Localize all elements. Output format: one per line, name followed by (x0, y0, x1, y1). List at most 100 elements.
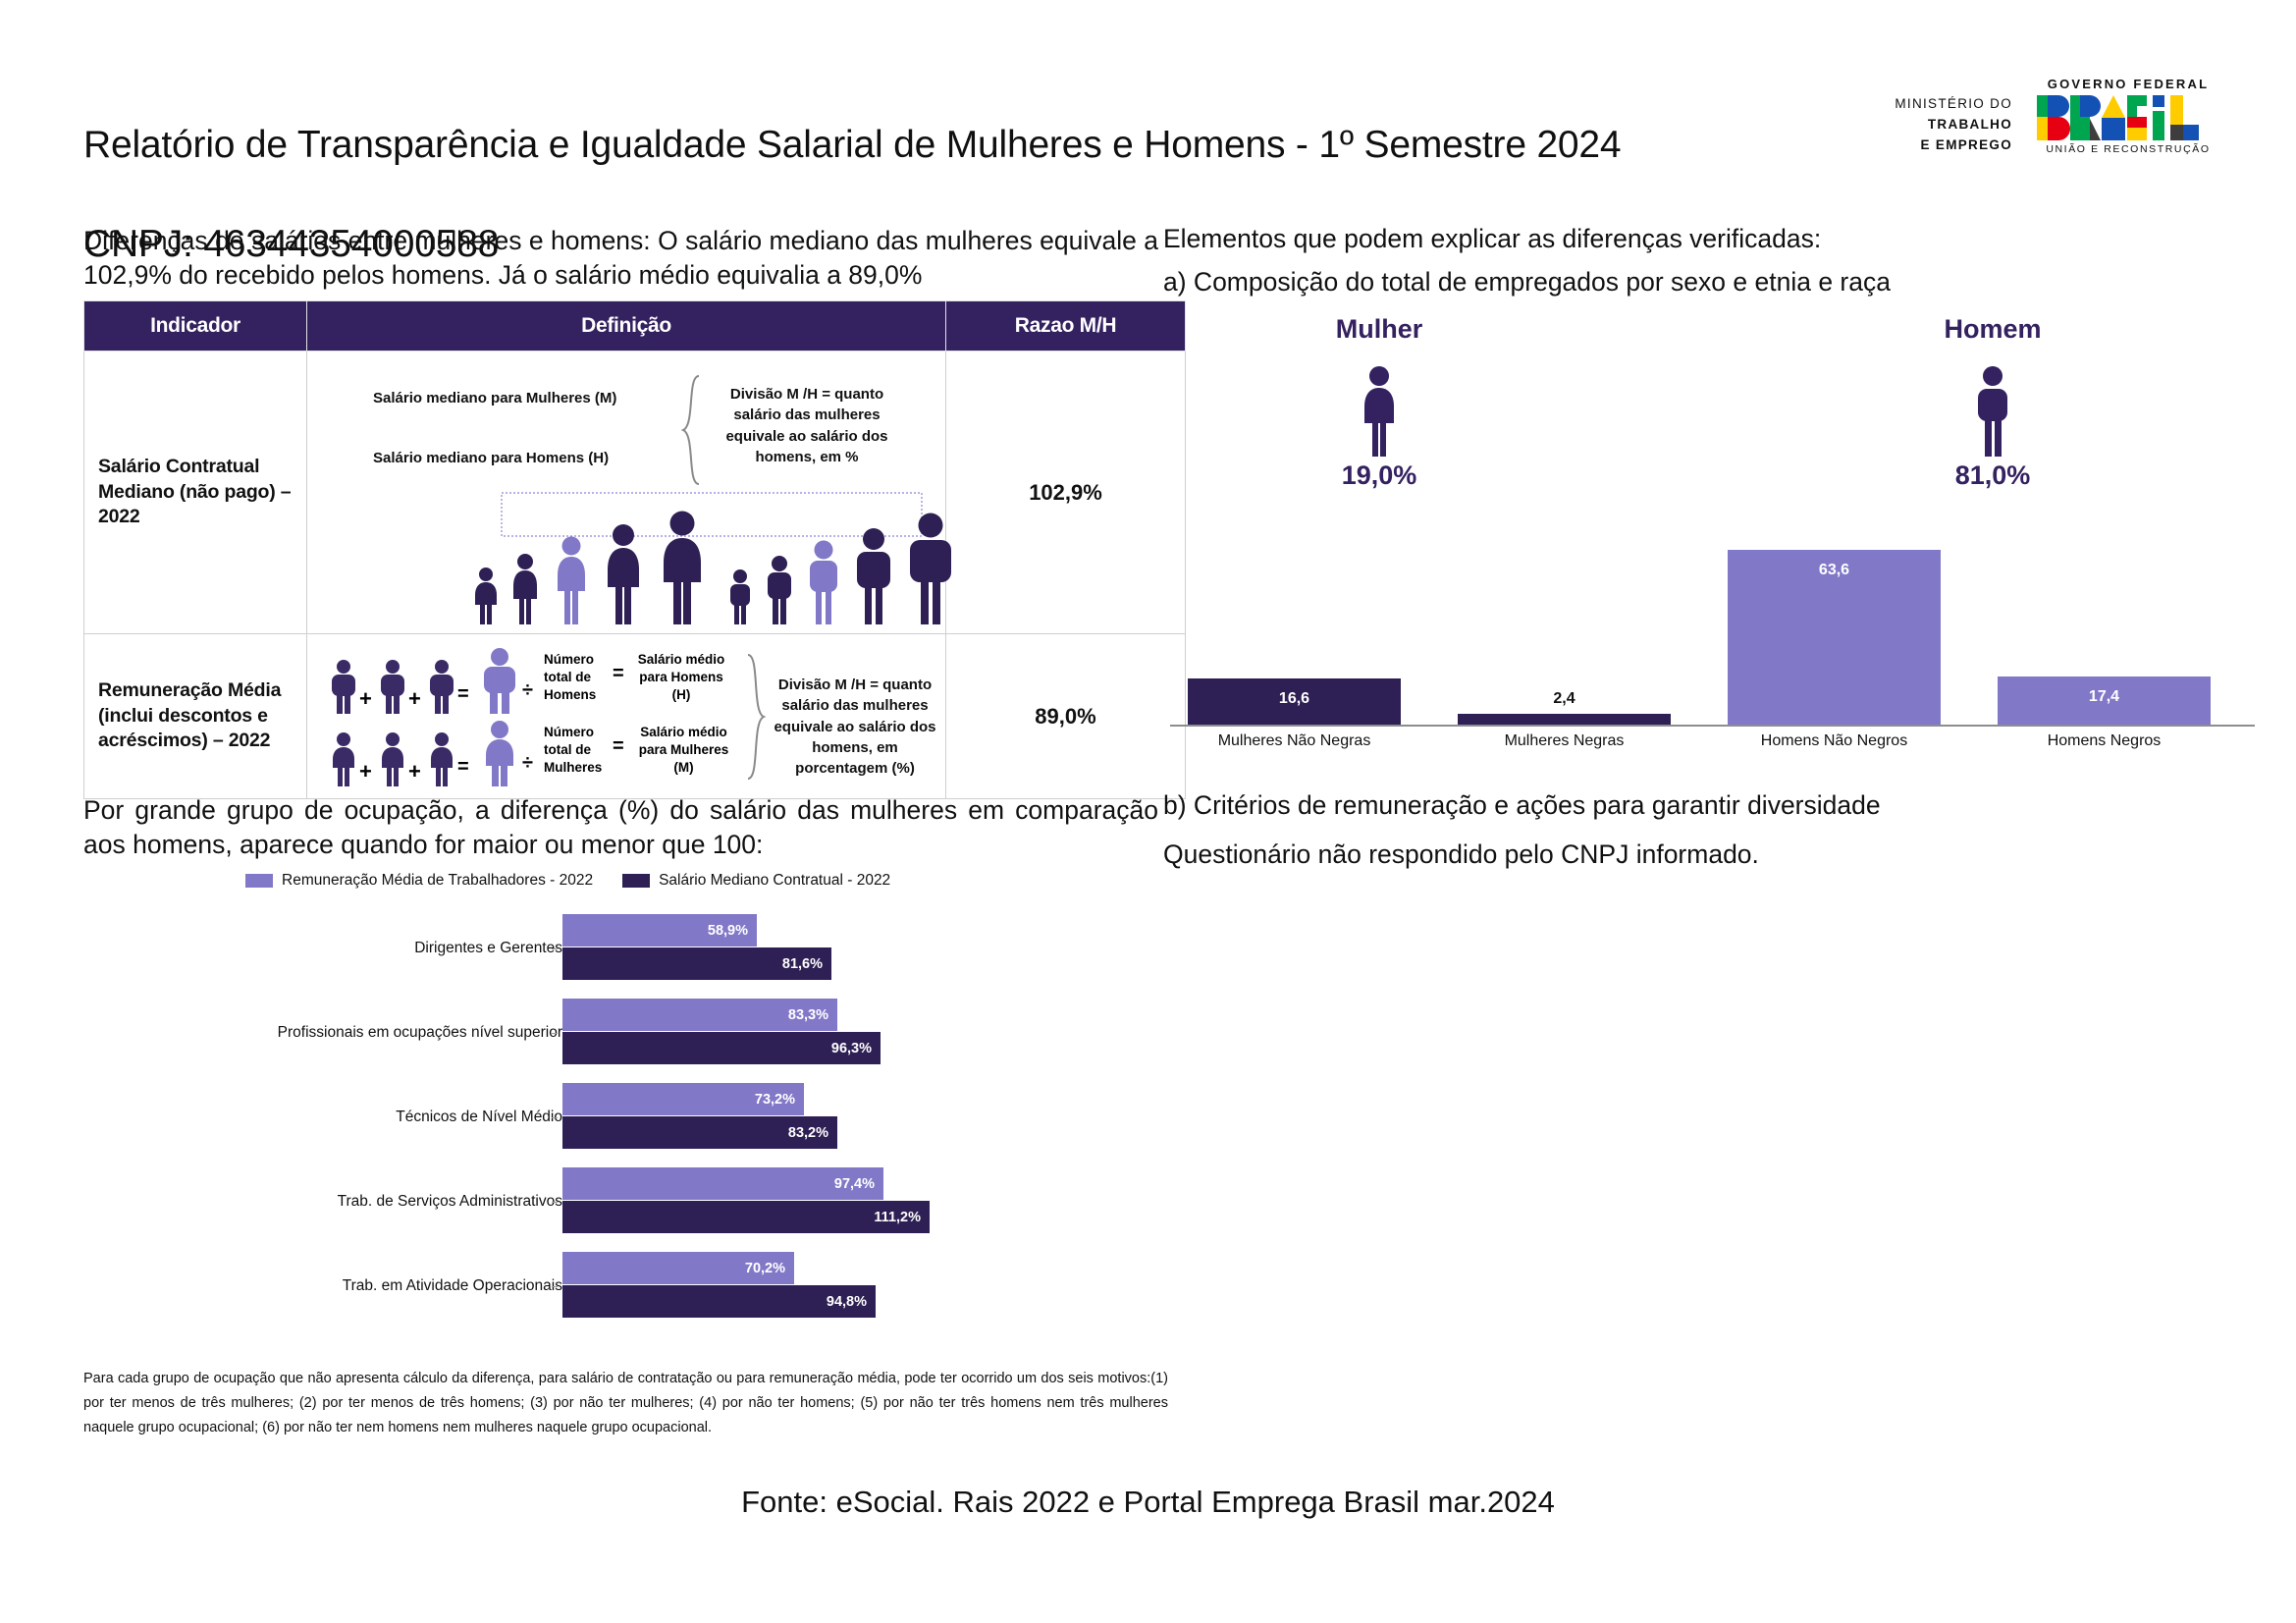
woman-figure-icon (664, 511, 701, 624)
elements-intro: Elementos que podem explicar as diferenç… (1163, 224, 1822, 253)
hbar-value-light: 70,2% (744, 1260, 785, 1276)
th-indicador: Indicador (83, 300, 307, 352)
hbar-value-dark: 96,3% (830, 1040, 872, 1056)
man-figure-icon (430, 660, 454, 714)
hbar-value-light: 97,4% (833, 1175, 875, 1192)
ministry-line-3: E EMPREGO (1920, 136, 2012, 152)
hbar-value-light: 73,2% (754, 1091, 795, 1108)
man-figure-icon (1978, 366, 2007, 457)
num-mulheres-label: Número total de Mulheres (544, 725, 603, 776)
th-definicao: Definição (306, 300, 946, 352)
sal-mulheres-label: Salário médio para Mulheres (M) (638, 725, 729, 776)
indicator-table: Indicador Definição Razao M/H Salário Co… (83, 300, 1186, 799)
hbar-dark: 94,8% (562, 1285, 876, 1318)
man-figure-icon (857, 528, 890, 624)
man-figure-icon (768, 556, 791, 624)
man-figure-icon (730, 569, 750, 624)
vbar-value: 16,6 (1278, 690, 1310, 707)
legend-label-salario: Salário Mediano Contratual - 2022 (659, 872, 891, 889)
hbar-dark: 81,6% (562, 947, 831, 980)
def-label-mediano-homens: Salário mediano para Homens (H) (373, 450, 610, 466)
hbar-light: 83,3% (562, 999, 837, 1031)
equals-icon: = (613, 735, 624, 757)
num-homens-label: Número total de Homens (544, 652, 597, 703)
definition-diagram-2: + + = ÷ Número total de Homens = Salário… (308, 635, 944, 797)
curly-brace-icon (681, 375, 700, 485)
item-b-answer: Questionário não respondido pelo CNPJ in… (1163, 839, 1759, 869)
vbar-category-label: Mulheres Negras (1504, 732, 1625, 749)
report-title-line: Relatório de Transparência e Igualdade S… (83, 123, 1622, 166)
hbar-light: 58,9% (562, 914, 757, 947)
hbar-category-label: Trab. em Atividade Operacionais (342, 1277, 562, 1294)
homem-block: Homem 81,0% (1885, 314, 2101, 491)
vbar-category-label: Homens Negros (2047, 732, 2162, 749)
plus-icon: + (408, 686, 421, 711)
median-connector-icon (501, 492, 923, 537)
man-figure-icon (332, 660, 355, 714)
vbar-value: 17,4 (2088, 688, 2120, 705)
men-pictogram-group (721, 509, 995, 624)
hbar-value-dark: 111,2% (874, 1209, 921, 1225)
legend-item-remuneracao: Remuneração Média de Trabalhadores - 202… (245, 872, 593, 890)
sal-homens-label: Salário médio para Homens (H) (637, 652, 725, 703)
woman-figure-large-icon (486, 721, 513, 786)
hbar-value-dark: 81,6% (781, 955, 823, 972)
footnote-text: Para cada grupo de ocupação que não apre… (83, 1371, 1168, 1435)
hbar-light: 97,4% (562, 1167, 883, 1200)
mulher-label: Mulher (1335, 314, 1423, 344)
man-figure-large-icon (484, 648, 515, 714)
item-b-heading: b) Critérios de remuneração e ações para… (1163, 790, 1881, 820)
woman-icon-wrap (1271, 360, 1487, 457)
item-a-heading: a) Composição do total de empregados por… (1163, 267, 1891, 297)
equals-icon: = (457, 683, 469, 705)
homem-label: Homem (1944, 314, 2042, 344)
cnpj-line: CNPJ: 46344354000588 (83, 223, 500, 266)
hbar-value-light: 83,3% (787, 1006, 828, 1023)
th-razao: Razao M/H (945, 300, 1186, 352)
definition-diagram-1: Salário mediano para Mulheres (M) Salári… (308, 352, 951, 632)
axis-tick (552, 1117, 558, 1118)
woman-figure-highlight-icon (558, 536, 585, 624)
hbar-value-dark: 94,8% (826, 1293, 867, 1310)
woman-figure-icon (382, 732, 403, 786)
axis-tick (552, 1033, 558, 1034)
vbar-mulheres-negras: 2,4 (1458, 690, 1671, 725)
man-icon-wrap (1885, 360, 2101, 457)
curly-brace-icon (747, 654, 766, 780)
legend-item-salario: Salário Mediano Contratual - 2022 (622, 872, 890, 890)
vbar-category-label: Homens Não Negros (1760, 732, 1908, 749)
divide-icon: ÷ (522, 752, 533, 774)
def-label-mediano-mulheres: Salário mediano para Mulheres (M) (373, 390, 617, 406)
legend-swatch-light-icon (245, 874, 273, 888)
plus-icon: + (359, 686, 372, 711)
vbar-value: 2,4 (1553, 690, 1575, 707)
women-pictogram-group (465, 509, 740, 624)
hbar-light: 70,2% (562, 1252, 794, 1284)
cell-ratio-2: 89,0% (945, 633, 1186, 799)
vbar-homens-negros: 17,4 (1998, 676, 2211, 725)
divide-icon: ÷ (522, 679, 533, 701)
brasil-brand: GOVERNO FEDERAL (2030, 77, 2226, 155)
ministry-label: MINISTÉRIO DO TRABALHO E EMPREGO (1865, 94, 2012, 156)
homem-percent: 81,0% (1954, 460, 2031, 490)
cell-ratio-1: 102,9% (945, 351, 1186, 634)
hbar-group: Profissionais em ocupações nível superio… (128, 998, 991, 1068)
plus-icon: + (359, 759, 372, 784)
cell-definition-2: + + = ÷ Número total de Homens = Salário… (306, 633, 946, 799)
governo-federal-label: GOVERNO FEDERAL (2047, 77, 2210, 91)
vbar-homens-nao-negros: 63,6 (1728, 550, 1941, 725)
def-note-1: Divisão M /H = quanto salário das mulher… (725, 386, 888, 465)
hbar-category-label: Técnicos de Nível Médio (396, 1109, 562, 1125)
hbar-dark: 111,2% (562, 1201, 930, 1233)
cell-definition-1: Salário mediano para Mulheres (M) Salári… (306, 351, 951, 634)
hbar-value-dark: 83,2% (787, 1124, 828, 1141)
hbar-chart-legend: Remuneração Média de Trabalhadores - 202… (245, 872, 890, 890)
equals-icon: = (457, 756, 469, 778)
page-title: Relatório de Transparência e Igualdade S… (83, 71, 1850, 319)
axis-tick (552, 1202, 558, 1203)
def-note-2: Divisão M /H = quanto salário das mulher… (774, 676, 936, 778)
women-formula-row: + + = ÷ Número total de Mulheres = Salár… (326, 720, 728, 786)
ministry-line-1: MINISTÉRIO DO (1895, 96, 2012, 111)
government-logo: MINISTÉRIO DO TRABALHO E EMPREGO GOVERNO… (1865, 77, 2258, 175)
vbar-category-label: Mulheres Não Negras (1217, 732, 1371, 749)
